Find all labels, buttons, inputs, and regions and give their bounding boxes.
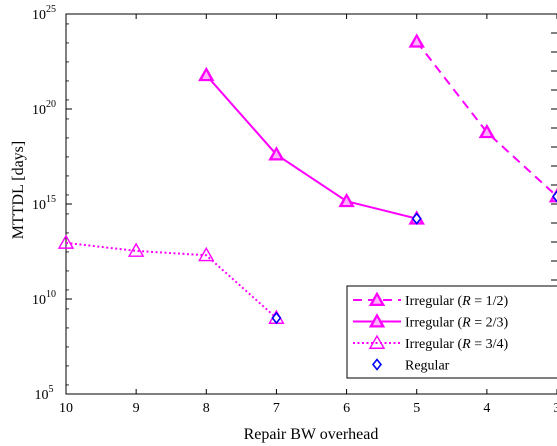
data-point-triangle	[368, 334, 386, 349]
x-tick-label: 8	[203, 401, 210, 416]
legend-label: Irregular (R = 3/4)	[405, 337, 508, 352]
legend-entry: Irregular (R = 3/4)	[353, 334, 508, 352]
legend-label-prefix: Irregular (	[405, 337, 462, 352]
legend-entry: Regular	[371, 358, 450, 374]
legend-label: Irregular (R = 2/3)	[405, 316, 508, 331]
data-point-triangle-inner	[482, 128, 491, 136]
data-point-triangle-inner	[373, 296, 381, 304]
x-tick-label: 10	[59, 401, 73, 416]
data-point-diamond	[551, 190, 557, 203]
data-point-triangle-inner	[272, 150, 281, 159]
y-tick-label: 1020	[32, 99, 56, 118]
series-layer	[57, 33, 557, 325]
y-tick-base: 10	[35, 388, 49, 403]
legend-entry: Irregular (R = 2/3)	[353, 313, 508, 331]
data-point-diamond	[271, 311, 282, 325]
legend-label-prefix: Regular	[405, 359, 450, 374]
legend-label-variable: R	[461, 337, 471, 352]
series-0	[408, 33, 557, 203]
y-tick-label: 1010	[32, 289, 56, 308]
series-line	[65, 241, 278, 319]
legend-label-prefix: Irregular (	[405, 316, 462, 331]
y-tick-exponent: 15	[46, 194, 56, 205]
data-point-triangle-inner	[412, 37, 421, 46]
data-point-triangle	[57, 234, 75, 249]
x-tick-label: 6	[343, 401, 350, 416]
data-point-triangle-inner	[342, 197, 351, 205]
y-tick-exponent: 5	[49, 384, 54, 395]
series-line	[205, 74, 417, 220]
y-tick-label: 1015	[32, 194, 56, 213]
y-tick-base: 10	[32, 198, 46, 213]
legend-label-suffix: = 3/4)	[471, 337, 509, 352]
data-point-diamond	[371, 358, 383, 371]
data-point-triangle-inner	[202, 71, 211, 79]
legend: Irregular (R = 1/2)Irregular (R = 2/3)Ir…	[346, 285, 557, 379]
data-point-triangle-inner	[373, 317, 381, 326]
x-tick-label: 4	[483, 401, 490, 416]
legend-label-variable: R	[461, 294, 471, 309]
x-tick-label: 5	[413, 401, 420, 416]
y-tick-base: 10	[32, 293, 46, 308]
x-axis-ticks: 10 9 8 7 6 5 4 3	[59, 14, 557, 416]
y-tick-base: 10	[32, 103, 46, 118]
legend-label-suffix: = 2/3)	[471, 316, 509, 331]
y-tick-label: 1025	[32, 4, 56, 23]
series-2	[57, 234, 285, 324]
y-tick-base: 10	[32, 8, 46, 23]
y-axis-label: MTTDL [days]	[10, 141, 27, 240]
series-line	[415, 41, 557, 198]
x-tick-label: 9	[133, 401, 140, 416]
data-point-triangle	[198, 246, 215, 262]
legend-label-suffix: = 1/2)	[471, 294, 509, 309]
series-3	[271, 190, 557, 325]
y-tick-exponent: 25	[46, 4, 56, 15]
legend-entry: Irregular (R = 1/2)	[353, 291, 508, 309]
x-tick-label: 3	[554, 401, 557, 416]
y-tick-label: 105	[35, 384, 54, 403]
x-tick-label: 7	[273, 401, 280, 416]
series-1	[198, 66, 425, 225]
legend-label: Irregular (R = 1/2)	[405, 294, 508, 309]
y-tick-exponent: 10	[46, 289, 56, 300]
y-tick-exponent: 20	[46, 99, 56, 110]
data-point-triangle	[127, 242, 145, 257]
legend-label: Regular	[405, 359, 450, 374]
data-point-diamond	[411, 212, 422, 225]
legend-label-prefix: Irregular (	[405, 294, 462, 309]
x-axis-label: Repair BW overhead	[244, 426, 379, 443]
legend-label-variable: R	[461, 316, 471, 331]
